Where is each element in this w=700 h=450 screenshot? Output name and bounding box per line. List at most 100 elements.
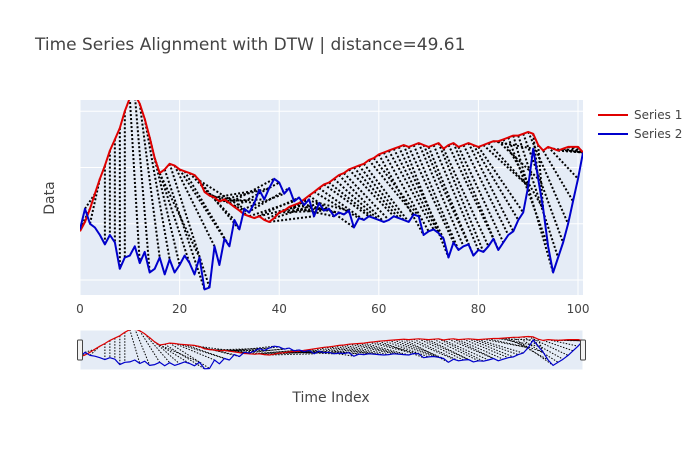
mini-warp-line-93 [542,339,574,352]
warp-line-35 [253,196,300,220]
warp-line-49 [323,183,370,218]
legend-label-2: Series 2 [634,127,682,141]
warp-line-62 [387,150,435,230]
y-axis-label: Data [42,181,58,214]
warp-line-93 [542,150,574,202]
warp-line-86 [507,137,550,247]
x-tick-label-3: 60 [371,302,386,316]
main-grid [79,100,583,295]
x-tick-label-4: 80 [471,302,486,316]
series-line-2 [80,147,583,291]
x-axis-label: Time Index [291,390,369,406]
warp-line-50 [328,181,375,219]
x-tick-label-1: 20 [172,302,187,316]
mini-warp-line-74 [448,338,494,359]
warp-line-79 [472,144,520,221]
mini-warp-line-19 [174,342,215,361]
legend-item-1[interactable]: Series 1 [598,108,682,122]
warp-line-80 [477,146,525,214]
warp-line-55 [353,166,400,219]
warp-line-19 [173,165,216,247]
mini-warp-line-92 [537,339,544,353]
mini-warp-line-73 [443,339,489,361]
mini-warp-line-94 [548,339,579,347]
warp-line-83 [493,140,534,150]
mini-warp-line-18 [169,342,210,369]
range-slider-left-handle[interactable] [77,339,83,361]
warp-line-61 [382,152,430,232]
warp-line-16 [158,172,201,258]
legend-label-1: Series 1 [634,108,682,122]
warp-line-48 [318,187,365,221]
warp-line-65 [402,144,450,258]
legend-item-2[interactable]: Series 2 [598,127,682,141]
warp-line-46 [308,194,355,229]
mini-warp-line-85 [503,337,544,353]
warp-line-57 [363,163,410,223]
main-plot [80,100,583,291]
mini-warp-line-72 [438,338,484,362]
mini-warp-line-21 [184,344,230,361]
mini-warp-line-16 [159,344,200,363]
range-slider-series [80,330,583,370]
mini-warp-line-78 [468,338,514,358]
warp-line-95 [552,147,583,154]
mini-warp-line-11 [134,330,151,366]
warp-line-85 [502,138,545,210]
mini-warp-line-38 [269,353,315,356]
x-tick-label-0: 0 [76,302,84,316]
range-slider-warping-lines [80,330,583,370]
mini-warp-line-87 [512,336,554,366]
warp-line-67 [412,144,460,251]
range-slider[interactable] [77,329,586,371]
warp-line-71 [432,144,480,251]
warp-line-68 [417,142,465,247]
warp-line-11 [134,100,151,273]
mini-warp-line-62 [388,339,434,358]
chart-title: Time Series Alignment with DTW | distanc… [34,35,465,55]
warp-line-10 [128,100,141,264]
warp-line-26 [209,194,255,205]
legend: Series 1 Series 2 [598,108,682,141]
mini-warp-line-69 [423,338,469,361]
warp-line-24 [198,179,245,210]
mini-warp-line-82 [488,338,529,349]
warp-line-33 [243,187,290,216]
range-slider-right-handle[interactable] [580,339,586,361]
mini-warp-line-13 [144,333,171,364]
mini-warp-line-66 [408,339,454,360]
warp-line-75 [452,142,500,251]
warp-line-82 [487,142,529,187]
x-axis-ticks: 0 20 40 60 80 100 [76,302,589,316]
series-lines [80,100,583,291]
mini-warp-line-67 [413,338,459,362]
mini-warp-line-60 [378,340,424,359]
warp-line-64 [397,146,445,240]
warp-line-66 [407,146,455,243]
warping-lines [80,100,583,290]
mini-warp-line-4 [89,345,101,356]
warp-line-3 [84,193,96,210]
mini-warp-line-75 [453,338,499,362]
warp-line-15 [153,157,191,264]
warp-line-94 [547,146,579,180]
warp-line-41 [284,207,330,212]
mini-warp-line-71 [433,338,479,362]
mini-warp-line-84 [498,337,539,347]
warp-line-54 [348,168,395,217]
warp-line-78 [467,142,515,232]
warp-line-47 [313,191,360,219]
mini-warp-line-79 [473,338,519,356]
warp-line-89 [522,133,565,243]
mini-warp-line-76 [458,339,504,360]
mini-warp-line-68 [418,338,464,361]
warp-line-60 [377,153,425,236]
series-line-1 [80,100,583,232]
warp-line-52 [338,174,385,223]
mini-series-line-1 [80,330,583,358]
x-tick-label-5: 100 [567,302,590,316]
mini-warp-line-61 [383,340,429,358]
warp-line-73 [442,148,490,247]
mini-warp-line-77 [463,338,509,359]
